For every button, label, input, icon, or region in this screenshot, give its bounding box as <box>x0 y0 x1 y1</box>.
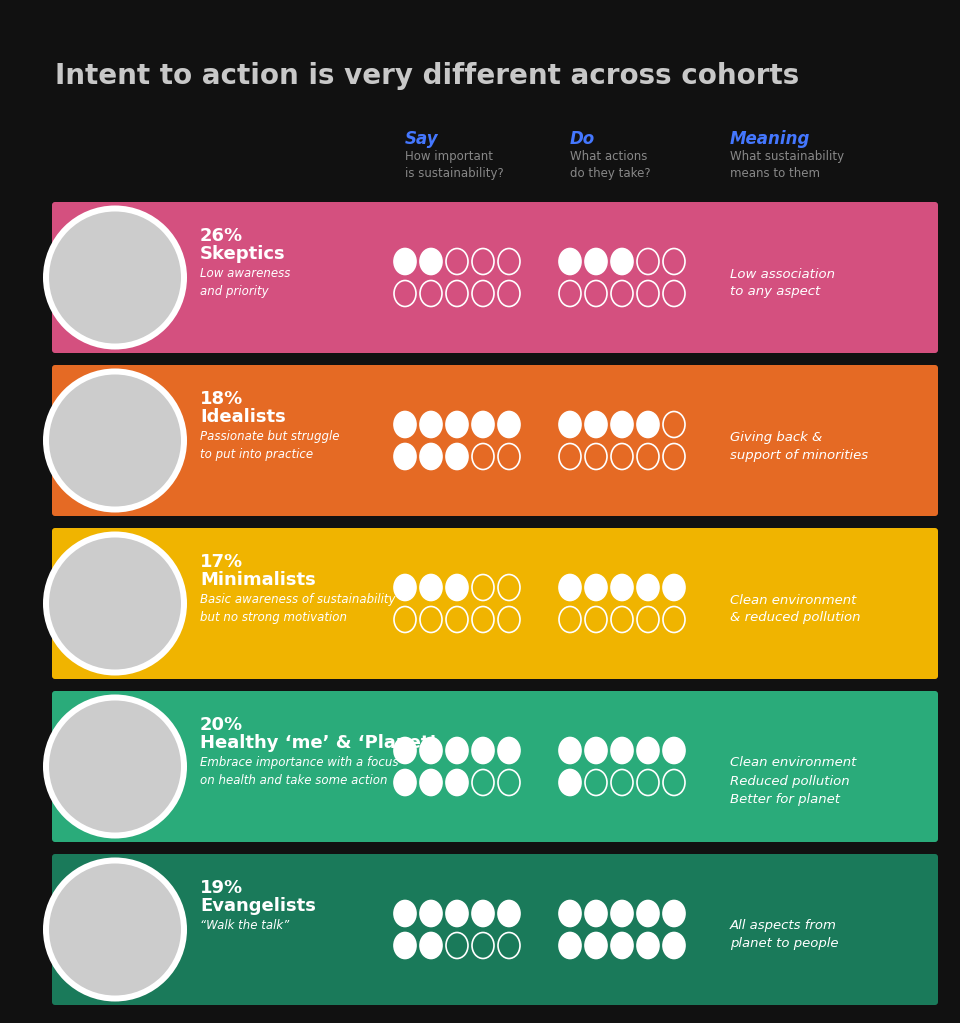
Text: 26%: 26% <box>200 227 243 244</box>
Ellipse shape <box>446 575 468 601</box>
Ellipse shape <box>49 863 181 995</box>
Ellipse shape <box>420 900 442 927</box>
Ellipse shape <box>420 444 442 470</box>
Ellipse shape <box>585 738 607 763</box>
Text: 18%: 18% <box>200 390 243 408</box>
Ellipse shape <box>420 738 442 763</box>
Ellipse shape <box>420 411 442 438</box>
Ellipse shape <box>559 769 581 796</box>
Ellipse shape <box>585 249 607 274</box>
Text: Do: Do <box>570 130 595 148</box>
Ellipse shape <box>611 411 633 438</box>
Text: 19%: 19% <box>200 879 243 897</box>
Ellipse shape <box>420 769 442 796</box>
Ellipse shape <box>394 444 416 470</box>
Ellipse shape <box>559 933 581 959</box>
Ellipse shape <box>394 575 416 601</box>
Ellipse shape <box>637 575 659 601</box>
Text: Giving back &
support of minorities: Giving back & support of minorities <box>730 431 868 461</box>
Ellipse shape <box>472 738 494 763</box>
Ellipse shape <box>394 738 416 763</box>
Ellipse shape <box>637 933 659 959</box>
Ellipse shape <box>637 411 659 438</box>
Ellipse shape <box>559 900 581 927</box>
Text: 17%: 17% <box>200 553 243 571</box>
Ellipse shape <box>49 701 181 833</box>
Text: Low association
to any aspect: Low association to any aspect <box>730 267 835 299</box>
FancyBboxPatch shape <box>52 528 938 679</box>
Ellipse shape <box>43 532 187 675</box>
Text: 20%: 20% <box>200 716 243 733</box>
Ellipse shape <box>43 695 187 839</box>
Text: Intent to action is very different across cohorts: Intent to action is very different acros… <box>55 62 800 90</box>
Ellipse shape <box>637 738 659 763</box>
Text: Low awareness
and priority: Low awareness and priority <box>200 267 290 298</box>
Text: How important
is sustainability?: How important is sustainability? <box>405 150 504 180</box>
Ellipse shape <box>446 444 468 470</box>
FancyBboxPatch shape <box>52 365 938 516</box>
Ellipse shape <box>420 933 442 959</box>
Ellipse shape <box>663 575 685 601</box>
Ellipse shape <box>446 769 468 796</box>
Ellipse shape <box>585 933 607 959</box>
Text: Say: Say <box>405 130 439 148</box>
Text: All aspects from
planet to people: All aspects from planet to people <box>730 920 838 950</box>
Ellipse shape <box>472 411 494 438</box>
Ellipse shape <box>394 900 416 927</box>
Ellipse shape <box>49 537 181 669</box>
Ellipse shape <box>446 738 468 763</box>
Ellipse shape <box>49 374 181 506</box>
Ellipse shape <box>49 212 181 344</box>
Ellipse shape <box>611 933 633 959</box>
Ellipse shape <box>472 900 494 927</box>
Ellipse shape <box>637 900 659 927</box>
Text: Embrace importance with a focus
on health and take some action: Embrace importance with a focus on healt… <box>200 756 398 787</box>
Text: Clean environment
Reduced pollution
Better for planet: Clean environment Reduced pollution Bett… <box>730 756 856 805</box>
Ellipse shape <box>559 575 581 601</box>
Ellipse shape <box>498 900 520 927</box>
Ellipse shape <box>446 900 468 927</box>
Text: Evangelists: Evangelists <box>200 897 316 915</box>
Ellipse shape <box>585 575 607 601</box>
Ellipse shape <box>611 738 633 763</box>
Ellipse shape <box>394 933 416 959</box>
Text: Healthy ‘me’ & ‘Planet’: Healthy ‘me’ & ‘Planet’ <box>200 733 437 752</box>
Text: Skeptics: Skeptics <box>200 244 286 263</box>
Text: Clean environment
& reduced pollution: Clean environment & reduced pollution <box>730 593 860 624</box>
Ellipse shape <box>43 857 187 1002</box>
FancyBboxPatch shape <box>52 202 938 353</box>
Ellipse shape <box>498 411 520 438</box>
Text: “Walk the talk”: “Walk the talk” <box>200 919 289 932</box>
Ellipse shape <box>43 368 187 513</box>
Text: What sustainability
means to them: What sustainability means to them <box>730 150 844 180</box>
Ellipse shape <box>394 411 416 438</box>
Text: Passionate but struggle
to put into practice: Passionate but struggle to put into prac… <box>200 430 340 461</box>
Ellipse shape <box>43 206 187 350</box>
Ellipse shape <box>559 249 581 274</box>
Ellipse shape <box>611 575 633 601</box>
Ellipse shape <box>663 738 685 763</box>
Ellipse shape <box>611 900 633 927</box>
Ellipse shape <box>585 900 607 927</box>
Ellipse shape <box>559 411 581 438</box>
Text: Minimalists: Minimalists <box>200 571 316 589</box>
Ellipse shape <box>394 249 416 274</box>
Ellipse shape <box>394 769 416 796</box>
Ellipse shape <box>559 738 581 763</box>
FancyBboxPatch shape <box>52 691 938 842</box>
Ellipse shape <box>663 900 685 927</box>
Ellipse shape <box>446 411 468 438</box>
Text: What actions
do they take?: What actions do they take? <box>570 150 651 180</box>
FancyBboxPatch shape <box>52 854 938 1005</box>
Ellipse shape <box>420 575 442 601</box>
Ellipse shape <box>498 738 520 763</box>
Ellipse shape <box>585 411 607 438</box>
Ellipse shape <box>611 249 633 274</box>
Text: Idealists: Idealists <box>200 408 286 426</box>
Ellipse shape <box>420 249 442 274</box>
Text: Basic awareness of sustainability
but no strong motivation: Basic awareness of sustainability but no… <box>200 593 396 624</box>
Text: Meaning: Meaning <box>730 130 810 148</box>
Ellipse shape <box>663 933 685 959</box>
